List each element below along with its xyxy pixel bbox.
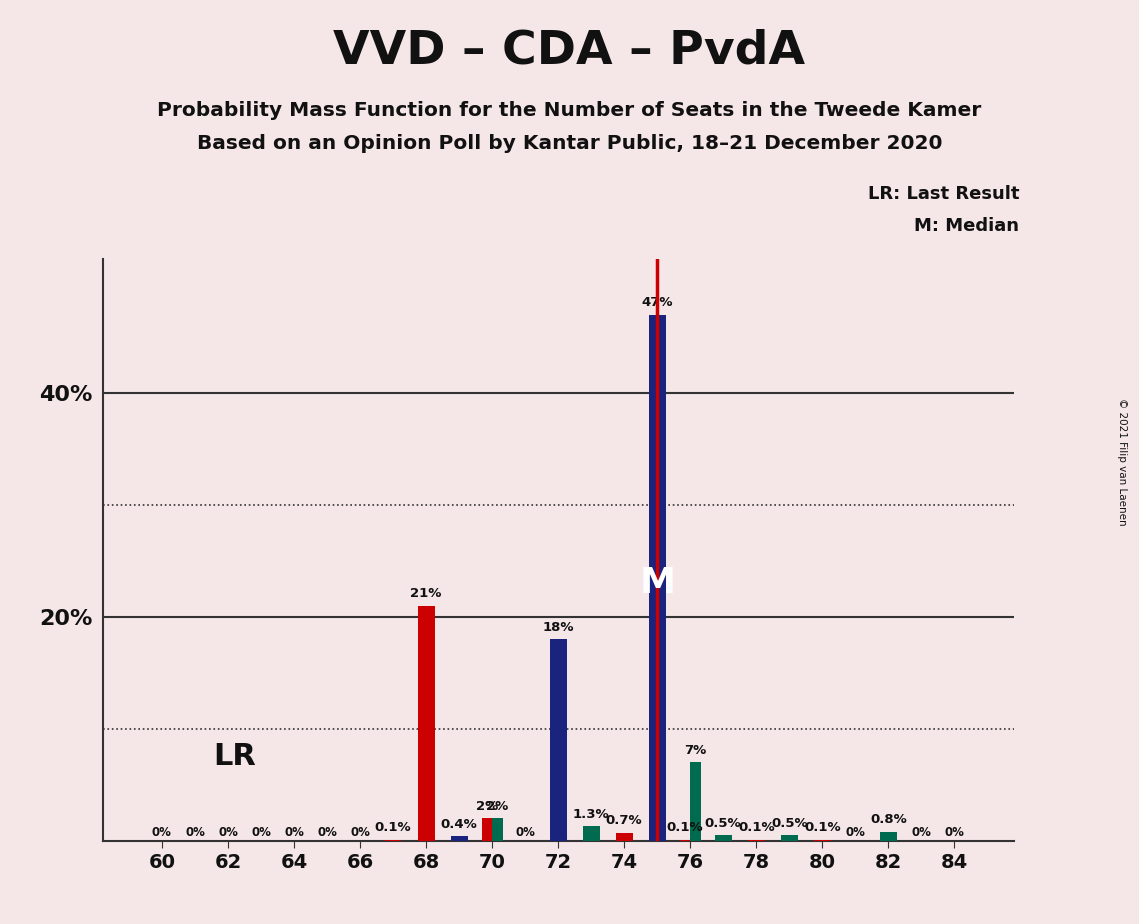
Bar: [879, 832, 896, 841]
Text: 21%: 21%: [410, 587, 442, 601]
Text: 0%: 0%: [515, 826, 535, 839]
Text: 0%: 0%: [350, 826, 370, 839]
Text: 0.7%: 0.7%: [606, 814, 642, 827]
Text: Based on an Opinion Poll by Kantar Public, 18–21 December 2020: Based on an Opinion Poll by Kantar Publi…: [197, 134, 942, 152]
Text: Probability Mass Function for the Number of Seats in the Tweede Kamer: Probability Mass Function for the Number…: [157, 102, 982, 120]
Text: 0%: 0%: [284, 826, 304, 839]
Text: 47%: 47%: [641, 296, 673, 310]
Text: 0.4%: 0.4%: [441, 818, 477, 831]
Bar: [616, 833, 632, 841]
Text: 0%: 0%: [251, 826, 271, 839]
Text: © 2021 Filip van Laenen: © 2021 Filip van Laenen: [1117, 398, 1126, 526]
Text: M: M: [639, 566, 675, 601]
Bar: [451, 836, 467, 841]
Text: 0.5%: 0.5%: [771, 817, 808, 830]
Text: 0.1%: 0.1%: [738, 821, 775, 834]
Text: 0%: 0%: [911, 826, 932, 839]
Text: VVD – CDA – PvdA: VVD – CDA – PvdA: [334, 29, 805, 73]
Text: 0%: 0%: [151, 826, 172, 839]
Text: 2%: 2%: [476, 800, 498, 813]
Text: 18%: 18%: [542, 621, 574, 634]
Bar: [680, 840, 690, 841]
Text: 7%: 7%: [685, 744, 706, 757]
Text: M: Median: M: Median: [915, 217, 1019, 236]
Bar: [385, 840, 401, 841]
Bar: [492, 819, 502, 841]
Text: 1.3%: 1.3%: [573, 808, 609, 821]
Text: 0%: 0%: [185, 826, 205, 839]
Text: 0.8%: 0.8%: [870, 813, 907, 826]
Bar: [482, 819, 492, 841]
Text: 2%: 2%: [486, 800, 508, 813]
Text: 0.1%: 0.1%: [666, 821, 703, 834]
Bar: [747, 840, 764, 841]
Text: 0.1%: 0.1%: [804, 821, 841, 834]
Text: 0.1%: 0.1%: [375, 821, 411, 834]
Text: 0%: 0%: [218, 826, 238, 839]
Text: LR: Last Result: LR: Last Result: [868, 185, 1019, 203]
Bar: [550, 639, 566, 841]
Text: 0.5%: 0.5%: [705, 817, 741, 830]
Text: 0%: 0%: [944, 826, 965, 839]
Bar: [780, 835, 797, 841]
Bar: [583, 826, 599, 841]
Text: 0%: 0%: [845, 826, 866, 839]
Text: LR: LR: [213, 742, 256, 772]
Text: 0%: 0%: [317, 826, 337, 839]
Bar: [690, 762, 700, 841]
Bar: [649, 315, 665, 841]
Bar: [715, 835, 731, 841]
Bar: [418, 606, 434, 841]
Bar: [813, 840, 830, 841]
